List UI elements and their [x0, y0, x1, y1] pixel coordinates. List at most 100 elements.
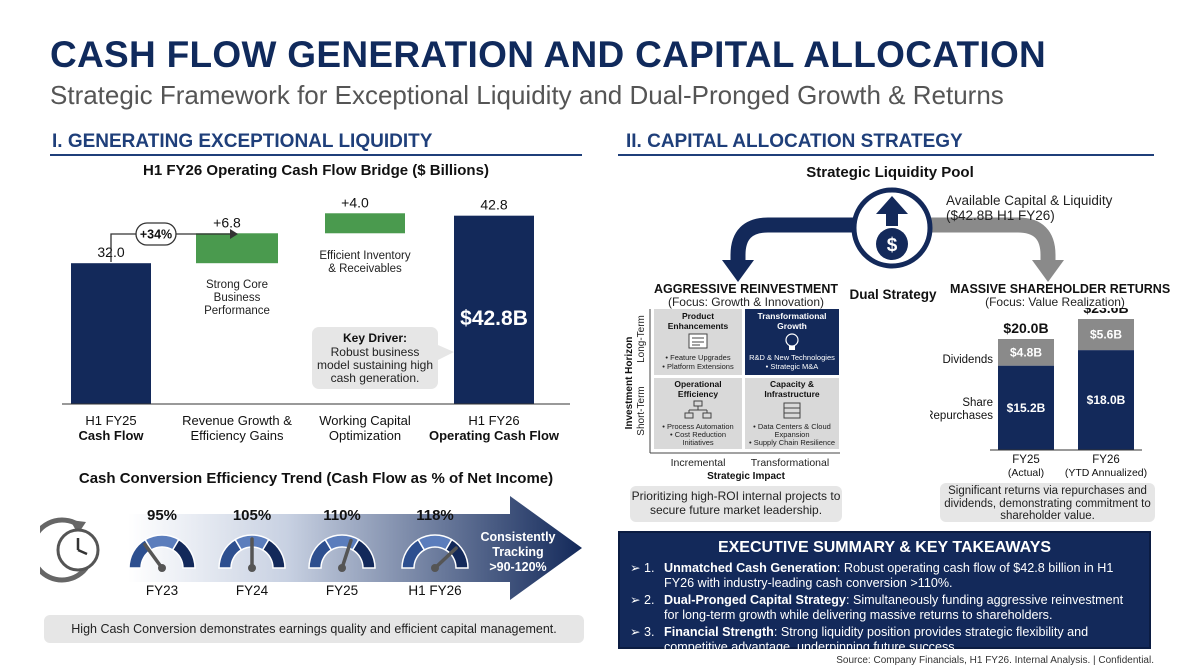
dividends-bar: [998, 339, 1054, 366]
gauge-hub: [248, 564, 256, 572]
repurchases-value-label: $18.0B: [1087, 393, 1126, 407]
summary-item: ➢ 1. Unmatched Cash Generation: Robust op…: [630, 561, 1114, 590]
returns-total-label: $23.6B: [1083, 308, 1128, 316]
trend-arrow-text: Consistently Tracking >90-120%: [480, 530, 555, 574]
matrix-x-right: Transformational: [751, 457, 829, 469]
growth-connector: [110, 233, 136, 262]
final-bar-highlight: $42.8B: [460, 307, 528, 330]
matrix-cell-operational-title: Operational Efficiency: [674, 379, 721, 399]
waterfall-value-label: 42.8: [480, 197, 507, 213]
gauge-arc-segment: [351, 538, 376, 569]
svg-text:$: $: [887, 235, 898, 256]
reinvest-title: AGGRESSIVE REINVESTMENT: [653, 282, 839, 296]
section-1-heading: I. GENERATING EXCEPTIONAL LIQUIDITY: [52, 131, 433, 152]
waterfall-category-line1: Revenue Growth &: [182, 413, 292, 428]
matrix-cell-transformational-title: Transformational Growth: [758, 311, 827, 331]
matrix-x-left: Incremental: [671, 457, 726, 469]
returns-flow-arrow: [922, 217, 1056, 262]
document-icon: [688, 333, 708, 349]
gauge-hub: [338, 564, 346, 572]
key-driver-text: Robust business model sustaining high cash…: [317, 345, 433, 385]
reinvest-focus: (Focus: Growth & Innovation): [667, 295, 825, 309]
key-driver-pointer: [438, 345, 454, 360]
waterfall-category-line2: Cash Flow: [78, 428, 144, 443]
dollar-up-icon: $: [876, 196, 908, 260]
returns-category-line2: (Actual): [1008, 467, 1044, 479]
matrix-cell-transformational: [745, 309, 839, 375]
gauge-value-label: 95%: [147, 507, 177, 524]
lightbulb-icon: [785, 333, 799, 350]
gauge-arc-segment: [261, 538, 286, 569]
clock-icon: [40, 517, 100, 583]
reinvest-flow-arrow: [730, 217, 860, 262]
org-chart-icon: [684, 400, 712, 419]
summary-item: ➢ 2. Dual-Pronged Capital Strategy: Simul…: [630, 593, 1124, 622]
gauge-value-label: 110%: [323, 507, 361, 524]
key-driver-title: Key Driver:: [343, 331, 407, 345]
waterfall-category-line1: H1 FY25: [85, 413, 136, 428]
gauge-arc-segment: [171, 538, 196, 569]
available-capital-label: Available Capital & Liquidity ($42.8B H1…: [946, 193, 1113, 223]
bridge-chart-title: H1 FY26 Operating Cash Flow Bridge ($ Bi…: [143, 162, 489, 179]
matrix-y-bottom: Short-Term: [636, 386, 647, 435]
summary-item: ➢ 3. Financial Strength: Strong liquidity…: [630, 625, 1089, 654]
trend-note: High Cash Conversion demonstrates earnin…: [44, 615, 584, 643]
page-title: CASH FLOW GENERATION AND CAPITAL ALLOCAT…: [50, 34, 1047, 75]
investment-matrix: Investment Horizon Long-Term Short-Term …: [624, 309, 840, 482]
gauge-period-label: H1 FY26: [408, 583, 461, 598]
dividends-label: Dividends: [943, 354, 994, 366]
returns-note: Significant returns via repurchases and …: [940, 483, 1155, 522]
bar-description-revenue: Strong Core Business Performance: [204, 279, 270, 317]
waterfall-bar-2: [325, 213, 405, 234]
pool-title: Strategic Liquidity Pool: [806, 164, 974, 181]
dividends-value-label: $4.8B: [1010, 345, 1042, 359]
returns-flow-arrowhead: [1032, 260, 1064, 282]
liquidity-pool-graphic: $: [722, 187, 1064, 282]
growth-arrowhead: [230, 229, 238, 239]
section-1-rule: [50, 154, 582, 156]
returns-category-line1: FY26: [1092, 454, 1120, 466]
matrix-cell-operational: [654, 378, 742, 449]
waterfall-bar-1: [196, 233, 278, 264]
returns-total-label: $20.0B: [1003, 320, 1048, 336]
growth-badge: [135, 222, 177, 246]
repurchases-bar: [998, 365, 1054, 450]
source-footnote: Source: Company Financials, H1 FY26. Int…: [836, 655, 1154, 666]
reinvest-flow-arrowhead: [722, 260, 754, 282]
repurchases-label: Share Repurchases: [930, 397, 993, 422]
matrix-cell-operational-bullets: • Process Automation • Cost Reduction Init…: [662, 422, 733, 447]
reinvest-note: Prioritizing high-ROI internal projects …: [630, 486, 842, 522]
matrix-cell-product-bullets: • Feature Upgrades • Platform Extensions: [662, 353, 734, 371]
gauge-needle: [433, 546, 458, 570]
section-2-rule: [618, 154, 1154, 156]
executive-summary: EXECUTIVE SUMMARY & KEY TAKEAWAYS ➢ 1. Un…: [618, 531, 1151, 654]
gauge-period-label: FY24: [236, 583, 269, 598]
bar-description-working-capital: Efficient Inventory & Receivables: [319, 250, 410, 275]
waterfall-category-line2: Optimization: [329, 428, 401, 443]
page-subtitle: Strategic Framework for Exceptional Liqu…: [50, 80, 1004, 110]
matrix-y-top: Long-Term: [636, 315, 647, 363]
waterfall-category-line2: Efficiency Gains: [191, 428, 284, 443]
waterfall-category-line1: H1 FY26: [468, 413, 519, 428]
gauge-period-label: FY25: [326, 583, 358, 598]
gauge-needle: [340, 538, 353, 570]
executive-summary-title: EXECUTIVE SUMMARY & KEY TAKEAWAYS: [717, 539, 1052, 556]
building-icon: [783, 402, 801, 419]
returns-focus: (Focus: Value Realization): [985, 295, 1125, 309]
dividends-bar: [1078, 319, 1134, 351]
gauge-hub: [431, 564, 439, 572]
gauge-value-label: 118%: [416, 507, 454, 524]
gauge-value-label: 105%: [233, 507, 271, 524]
waterfall-bar-3: [454, 215, 534, 404]
returns-chart: Dividends Share Repurchases $15.2B $4.8B $2…: [930, 308, 1147, 479]
dual-strategy-label: Dual Strategy: [849, 287, 937, 302]
section-2-heading: II. CAPITAL ALLOCATION STRATEGY: [626, 131, 963, 152]
returns-title: MASSIVE SHAREHOLDER RETURNS: [950, 282, 1171, 296]
returns-category-line1: FY25: [1012, 454, 1040, 466]
trend-chart-title: Cash Conversion Efficiency Trend (Cash F…: [78, 470, 554, 487]
dividends-value-label: $5.6B: [1090, 328, 1122, 342]
waterfall-value-label: +6.8: [213, 214, 241, 230]
matrix-cell-capacity-title: Capacity & Infrastructure: [764, 379, 820, 399]
matrix-cell-product-title: Product Enhancements: [668, 311, 729, 331]
gauge-hub: [158, 564, 166, 572]
